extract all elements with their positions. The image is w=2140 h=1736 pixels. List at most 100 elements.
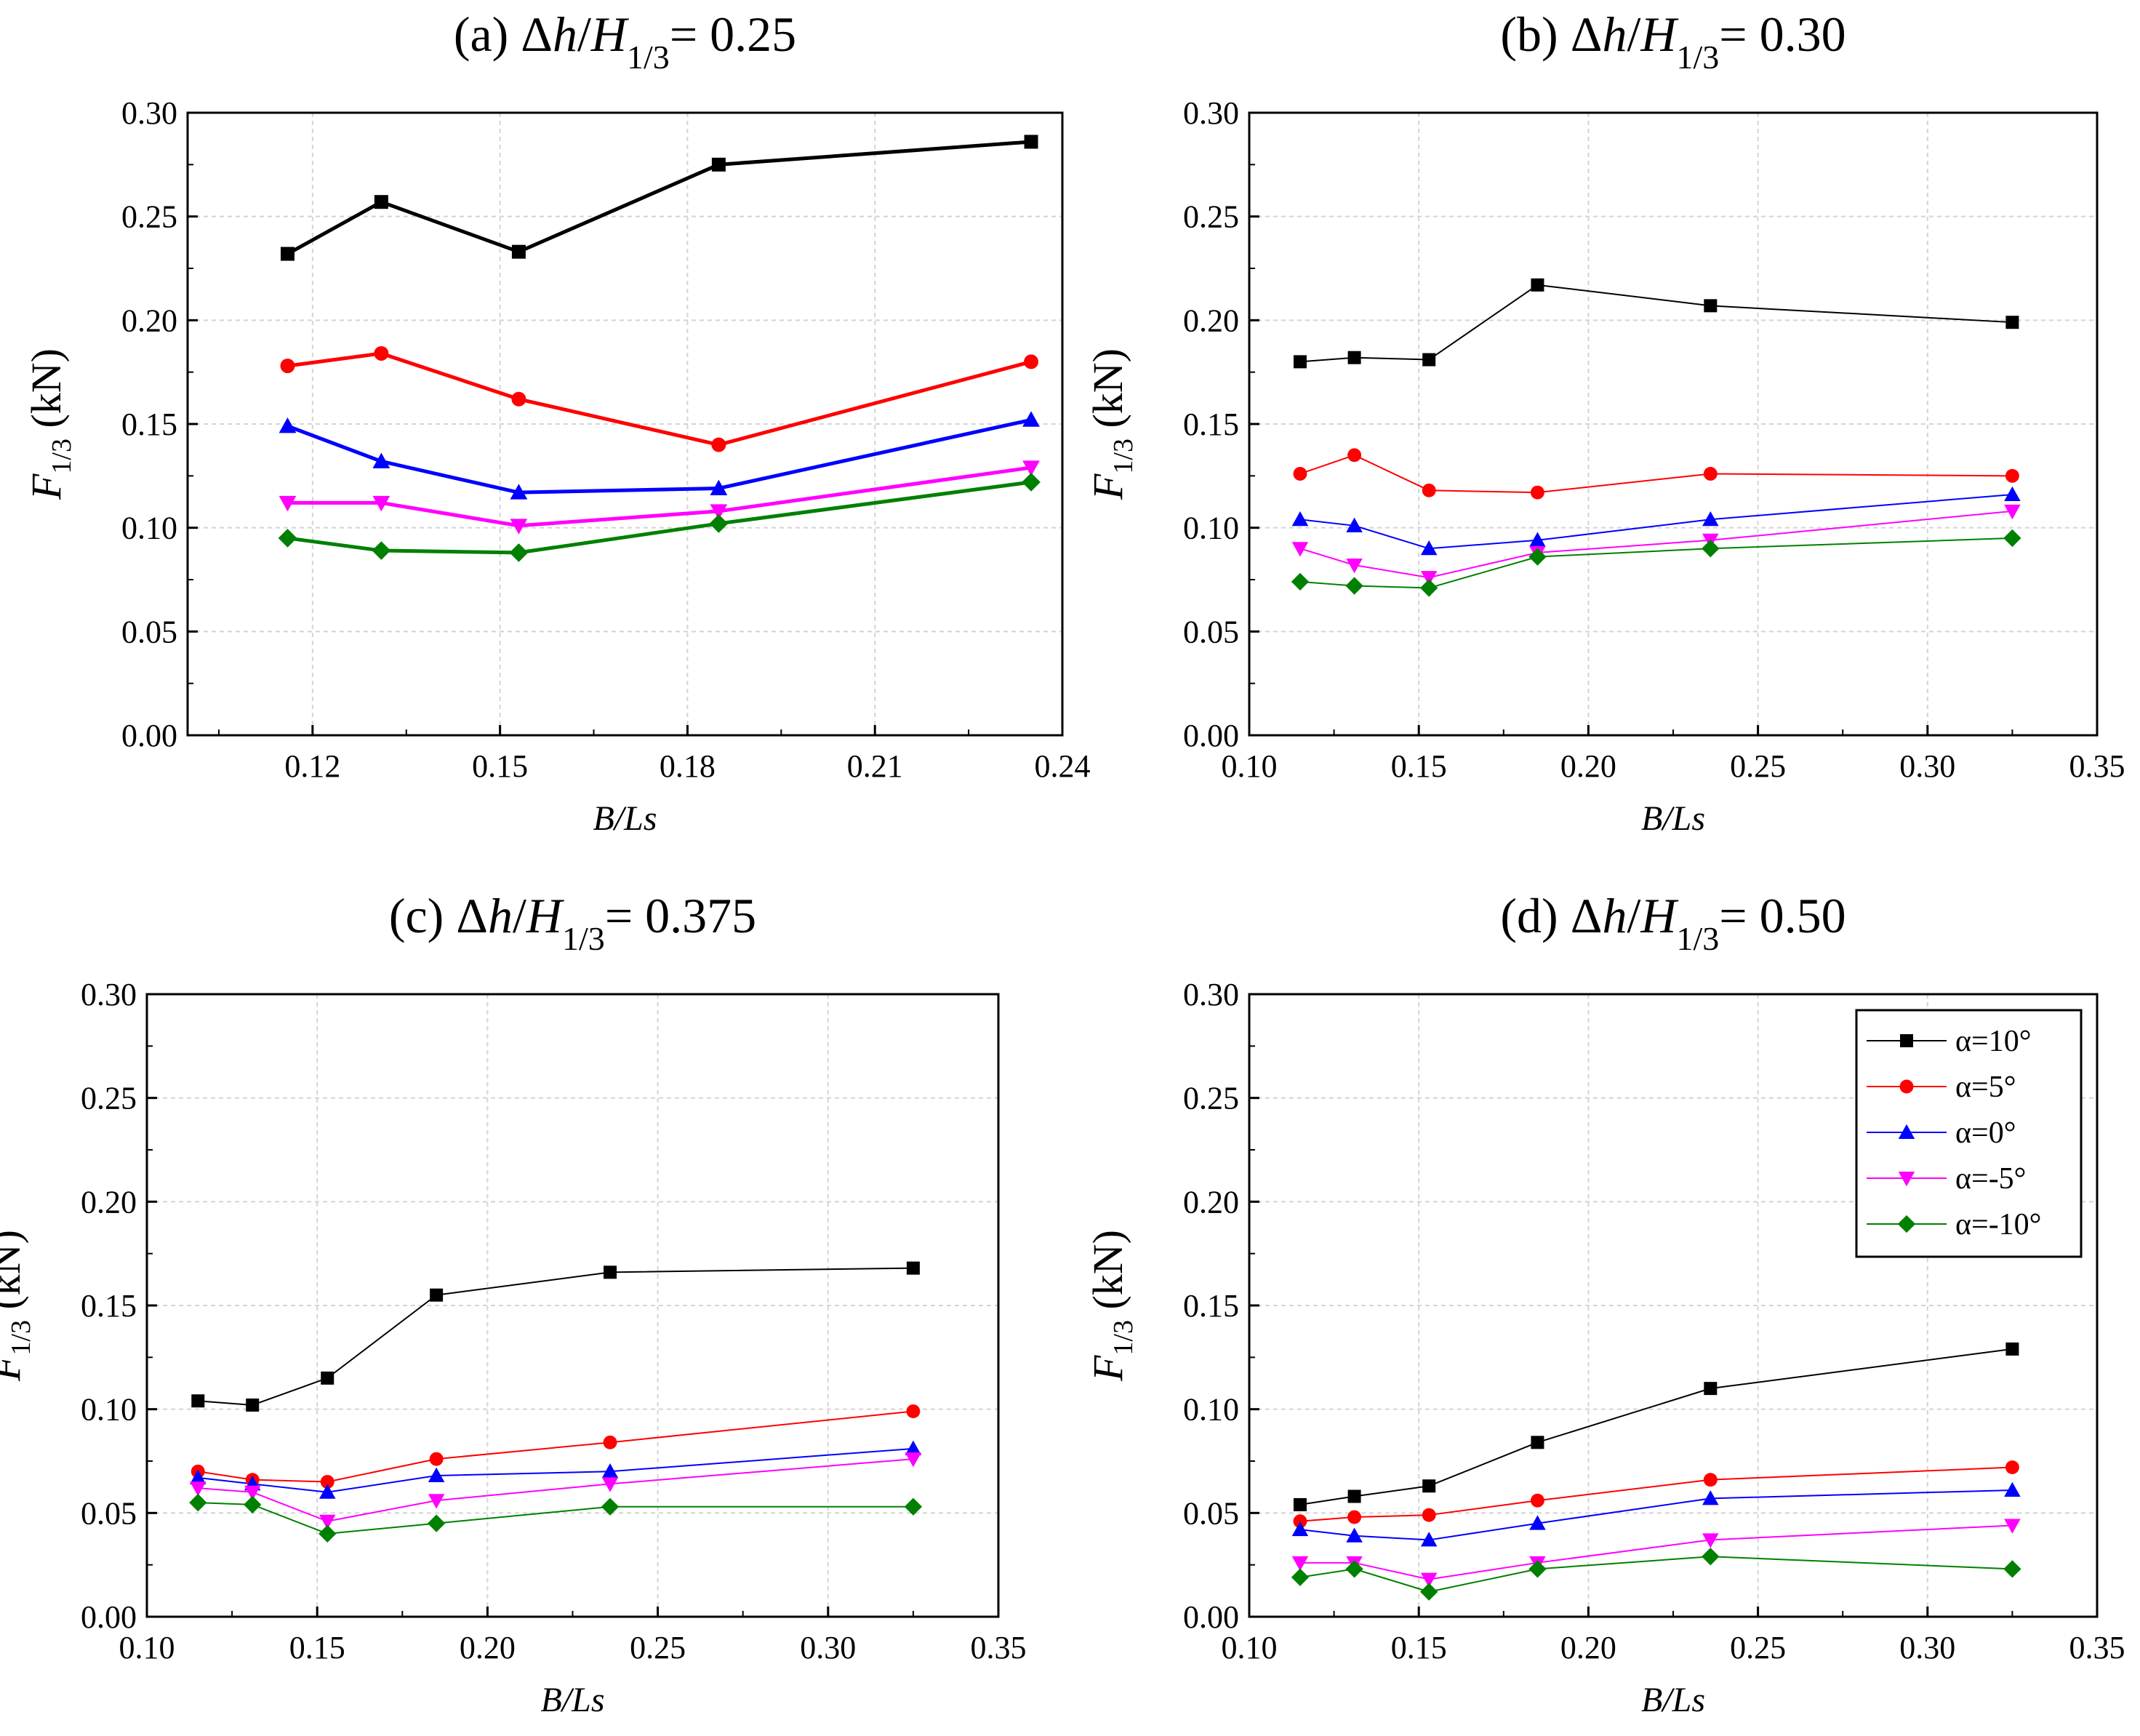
data-point-s3-p1: [372, 495, 390, 512]
x-tick-label: 0.20: [1560, 1630, 1616, 1665]
x-tick-label: 0.35: [971, 1630, 1027, 1665]
series-line-2: [1299, 1489, 2013, 1541]
data-point-s0-p1: [1347, 1489, 1361, 1503]
series-line-1: [287, 351, 1032, 447]
data-point-s3-p4: [1702, 1533, 1719, 1548]
data-point-s1-p0: [280, 359, 295, 374]
legend-marker-2: [1898, 1124, 1915, 1139]
x-axis-label: B/Ls: [593, 799, 657, 838]
data-point-s4-p4: [1702, 1548, 1720, 1566]
data-point-s3-p0: [278, 495, 297, 512]
y-tick-label: 0.00: [81, 1599, 137, 1635]
data-point-s3-p0: [190, 1481, 207, 1497]
x-tick-label: 0.30: [1899, 1630, 1955, 1665]
data-point-s3-p1: [1346, 559, 1363, 574]
y-axis-label: F1/3 (kN): [1084, 348, 1139, 500]
x-tick-label: 0.15: [472, 748, 528, 784]
x-tick-label: 0.20: [460, 1630, 516, 1665]
data-point-s4-p4: [601, 1497, 620, 1516]
data-point-s3-p4: [1022, 460, 1040, 476]
chart-title: (c) Δh/H1/3= 0.375: [389, 888, 756, 957]
x-tick-label: 0.30: [1899, 748, 1955, 784]
y-tick-label: 0.00: [121, 718, 177, 753]
x-tick-label: 0.25: [1730, 748, 1786, 784]
data-point-s3-p3: [710, 504, 728, 520]
data-point-s2-p5: [2004, 486, 2021, 502]
data-point-s0-p4: [1024, 135, 1038, 149]
series-line-4: [198, 1502, 913, 1535]
data-point-s2-p0: [278, 417, 297, 433]
x-tick-label: 0.15: [289, 1630, 345, 1665]
data-point-s1-p2: [320, 1475, 334, 1489]
y-tick-label: 0.15: [121, 407, 177, 442]
y-tick-label: 0.25: [1183, 199, 1239, 235]
y-tick-label: 0.30: [1183, 95, 1239, 131]
data-point-s1-p4: [1703, 1473, 1718, 1487]
chart-title: (a) Δh/H1/3= 0.25: [454, 7, 796, 76]
data-point-s2-p4: [601, 1463, 619, 1479]
data-point-s1-p0: [1293, 1514, 1307, 1529]
x-tick-label: 0.18: [660, 748, 716, 784]
data-point-s1-p5: [2005, 1460, 2019, 1475]
y-tick-label: 0.00: [1183, 1599, 1239, 1635]
x-tick-label: 0.35: [2069, 748, 2125, 784]
x-tick-label: 0.25: [630, 1630, 686, 1665]
data-point-s1-p3: [711, 437, 726, 452]
data-point-s4-p2: [318, 1524, 337, 1543]
series-line-4: [1299, 1556, 2013, 1593]
chart-panel-a: 0.00 0.05 0.10 0.15 0.20 0.25 0.30 0.12 0.15 0.18…: [23, 7, 1091, 838]
chart-panel-d: 0.00 0.05 0.10 0.15 0.20 0.25 0.30 0.10 0.15 0.20…: [1084, 888, 2125, 1719]
series-line-2: [1299, 494, 2013, 550]
data-point-s2-p3: [428, 1467, 445, 1482]
legend-label-2: α=0°: [1955, 1116, 2016, 1150]
data-point-s2-p3: [1529, 1515, 1546, 1530]
legend-marker-3: [1898, 1172, 1915, 1187]
data-point-s4-p3: [709, 514, 729, 533]
y-tick-label: 0.10: [121, 511, 177, 546]
y-tick-label: 0.20: [1183, 1184, 1239, 1220]
data-point-s0-p3: [430, 1288, 444, 1302]
data-point-s1-p4: [1024, 354, 1039, 369]
data-point-s4-p3: [1528, 1560, 1547, 1578]
data-point-s0-p2: [321, 1371, 334, 1385]
data-point-s0-p4: [1704, 1382, 1718, 1396]
data-point-s0-p1: [374, 195, 388, 209]
series-line-0: [286, 140, 1032, 256]
data-point-s4-p2: [509, 543, 529, 562]
x-tick-label: 0.15: [1391, 748, 1447, 784]
data-point-s4-p3: [1528, 548, 1547, 566]
data-point-s2-p4: [1702, 1490, 1719, 1505]
data-point-s2-p0: [1291, 1521, 1309, 1537]
y-tick-label: 0.10: [1183, 1392, 1239, 1428]
data-point-s3-p2: [1420, 571, 1438, 586]
x-axis-label: B/Ls: [540, 1681, 604, 1719]
x-tick-label: 0.35: [2069, 1630, 2125, 1665]
data-point-s3-p2: [510, 519, 528, 535]
series-line-4: [287, 480, 1032, 555]
data-point-s0-p1: [1347, 351, 1361, 364]
data-point-s2-p2: [319, 1484, 336, 1499]
series-line-3: [198, 1458, 913, 1522]
data-point-s1-p2: [1422, 483, 1436, 497]
y-tick-label: 0.05: [1183, 614, 1239, 649]
x-tick-label: 0.10: [119, 1630, 175, 1665]
data-point-s4-p0: [1291, 572, 1310, 591]
data-point-s1-p4: [603, 1435, 617, 1449]
y-tick-label: 0.05: [81, 1495, 137, 1531]
data-point-s0-p3: [1531, 1436, 1544, 1449]
data-point-s0-p1: [246, 1398, 260, 1412]
chart-title: (d) Δh/H1/3= 0.50: [1500, 888, 1846, 957]
x-tick-label: 0.15: [1391, 1630, 1447, 1665]
data-point-s2-p2: [510, 484, 528, 500]
chart-title: (b) Δh/H1/3= 0.30: [1500, 7, 1846, 76]
data-point-s3-p5: [2004, 504, 2021, 520]
x-tick-label: 0.20: [1560, 748, 1616, 784]
data-point-s4-p4: [1022, 473, 1041, 492]
series-line-1: [1299, 1466, 2013, 1522]
data-point-s3-p5: [905, 1452, 922, 1468]
x-axis-label: B/Ls: [1641, 799, 1705, 838]
data-point-s3-p2: [1420, 1572, 1438, 1588]
legend-label-0: α=10°: [1955, 1025, 2032, 1058]
y-tick-label: 0.25: [1183, 1081, 1239, 1116]
